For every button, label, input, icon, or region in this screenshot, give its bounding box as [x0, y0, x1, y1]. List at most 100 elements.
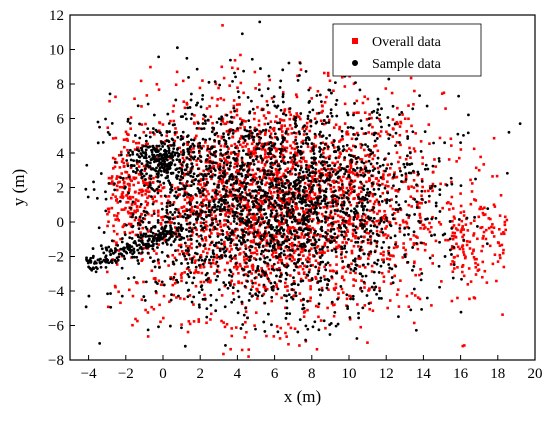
data-point — [192, 303, 195, 306]
data-point — [466, 229, 470, 232]
data-point — [374, 144, 378, 147]
data-point — [195, 252, 199, 256]
data-point — [107, 210, 111, 214]
data-point — [195, 221, 199, 224]
data-point — [275, 274, 278, 278]
data-point — [411, 107, 415, 111]
data-point — [220, 135, 224, 139]
data-point — [259, 199, 263, 203]
data-point — [251, 268, 255, 272]
data-point — [234, 129, 237, 133]
data-point — [377, 202, 381, 206]
data-point — [338, 125, 342, 129]
data-point — [268, 177, 271, 180]
data-point — [242, 69, 246, 73]
data-point — [381, 216, 384, 220]
data-point — [362, 263, 365, 267]
data-point — [308, 217, 312, 221]
data-point — [157, 279, 161, 283]
data-point — [308, 239, 311, 242]
data-point — [225, 186, 229, 189]
data-point — [398, 223, 402, 227]
data-point — [320, 289, 324, 292]
data-point — [144, 308, 147, 312]
data-point — [138, 220, 142, 224]
data-point — [484, 237, 488, 241]
data-point — [336, 226, 340, 230]
data-point — [247, 205, 251, 209]
data-point — [169, 243, 173, 247]
data-point — [292, 288, 296, 292]
data-point — [301, 170, 305, 174]
data-point — [130, 179, 133, 182]
data-point — [298, 292, 302, 295]
data-point — [324, 215, 327, 219]
data-point — [242, 235, 246, 239]
data-point — [310, 175, 314, 178]
data-point — [185, 209, 189, 212]
data-point — [279, 279, 282, 283]
data-point — [246, 265, 249, 268]
data-point — [110, 175, 114, 178]
data-point — [252, 173, 255, 177]
data-point — [250, 99, 253, 103]
data-point — [278, 177, 282, 181]
data-point — [238, 137, 242, 140]
data-point — [360, 199, 364, 202]
data-point — [449, 176, 453, 180]
data-point — [318, 251, 321, 254]
data-point — [269, 120, 273, 123]
data-point — [249, 288, 253, 292]
data-point — [331, 215, 335, 219]
data-point — [270, 96, 274, 100]
data-point — [215, 120, 219, 124]
data-point — [294, 138, 298, 142]
data-point — [136, 259, 140, 262]
data-point — [271, 154, 275, 157]
data-point — [308, 164, 311, 168]
data-point — [420, 179, 424, 183]
data-point — [244, 134, 247, 138]
data-point — [319, 202, 323, 206]
data-point — [204, 194, 208, 198]
data-point — [369, 162, 373, 166]
data-point — [219, 174, 223, 178]
data-point — [322, 71, 326, 75]
data-point — [394, 222, 398, 225]
data-point — [365, 180, 368, 184]
data-point — [431, 215, 434, 219]
data-point — [310, 247, 313, 250]
data-point — [293, 327, 297, 331]
data-point — [451, 276, 455, 280]
data-point — [483, 269, 487, 273]
data-point — [402, 162, 406, 166]
data-point — [470, 252, 474, 255]
data-point — [158, 303, 161, 307]
data-point — [453, 267, 456, 270]
data-point — [289, 211, 293, 214]
data-point — [254, 327, 257, 331]
data-point — [328, 333, 332, 336]
data-point — [376, 108, 380, 112]
data-point — [498, 214, 502, 217]
data-point — [124, 206, 127, 210]
data-point — [318, 132, 321, 136]
data-point — [365, 221, 369, 224]
data-point — [289, 172, 292, 176]
data-point — [359, 235, 363, 238]
data-point — [295, 244, 299, 248]
data-point — [104, 197, 108, 201]
data-point — [385, 130, 388, 134]
data-point — [345, 186, 349, 190]
data-point — [253, 276, 257, 280]
data-point — [315, 94, 319, 97]
data-point — [333, 209, 337, 212]
data-point — [415, 206, 419, 209]
data-point — [198, 243, 202, 247]
data-point — [219, 198, 222, 202]
data-point — [299, 166, 303, 170]
data-point — [392, 175, 395, 179]
data-point — [394, 241, 398, 244]
data-point — [398, 227, 402, 230]
data-point — [247, 168, 251, 172]
